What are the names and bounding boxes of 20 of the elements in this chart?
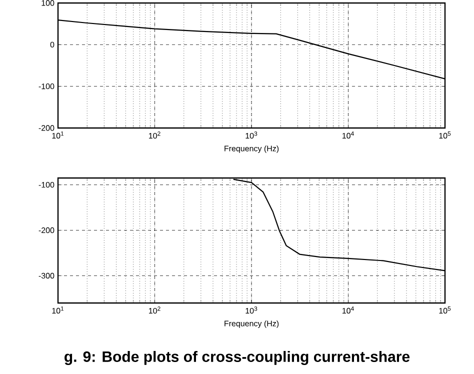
y-tick-label: -300 bbox=[38, 272, 54, 279]
y-tick-label: -200 bbox=[38, 125, 54, 131]
x-tick-label: 10$^{2}$ bbox=[149, 306, 160, 314]
x-tick-label: 10$^{3}$ bbox=[246, 132, 258, 139]
x-tick-label: 10$^{5}$ bbox=[439, 306, 451, 314]
x-axis-title: Frequency (Hz) bbox=[224, 145, 279, 153]
x-tick-label: 10$^{1}$ bbox=[52, 132, 64, 139]
x-tick-label: 10$^{4}$ bbox=[342, 132, 354, 139]
y-tick-label: -100 bbox=[38, 182, 54, 188]
x-axis-title: Frequency (Hz) bbox=[224, 320, 279, 328]
x-tick-label: 10$^{4}$ bbox=[342, 306, 354, 314]
y-tick-label: 0 bbox=[50, 42, 54, 48]
x-tick-label: 10$^{5}$ bbox=[439, 132, 451, 139]
text: g. 9: Bode plots of cross-coupling current-share bbox=[64, 350, 410, 366]
x-tick-label: 10$^{1}$ bbox=[52, 306, 64, 314]
y-tick-label: -200 bbox=[38, 227, 54, 234]
y-tick-label: -100 bbox=[38, 83, 54, 90]
x-tick-label: 10$^{3}$ bbox=[246, 306, 258, 314]
x-tick-label: 10$^{2}$ bbox=[149, 132, 160, 139]
y-tick-label: 100 bbox=[42, 0, 54, 6]
